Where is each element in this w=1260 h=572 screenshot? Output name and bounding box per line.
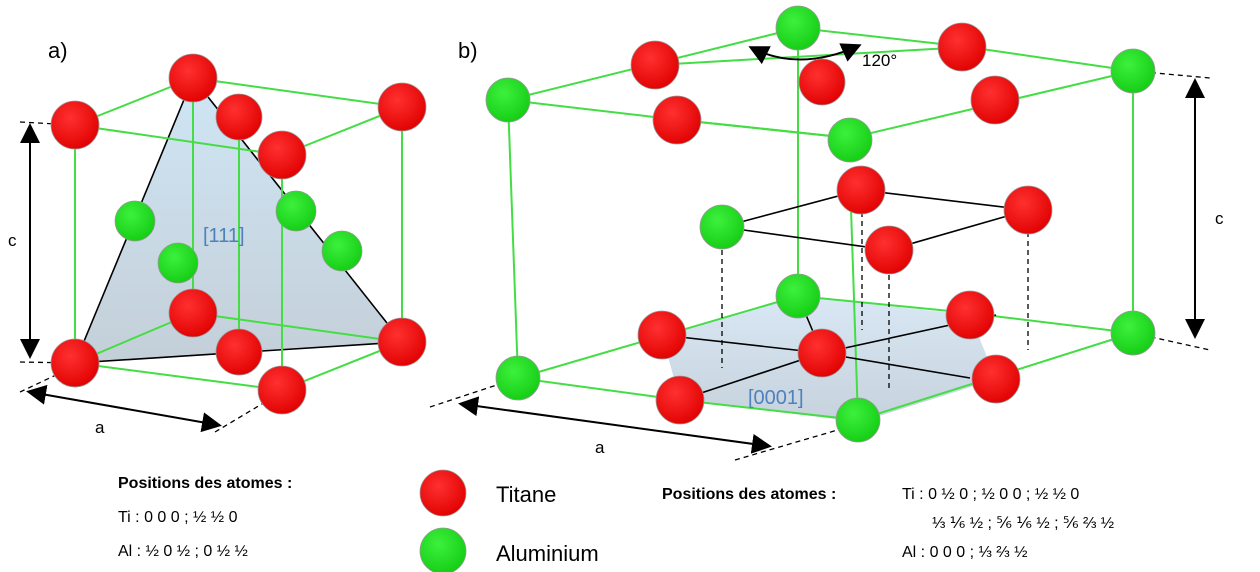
legend-aluminium-swatch [419,527,467,572]
axis-a-label-b: a [595,438,605,457]
direction-111-label: [111] [203,225,245,247]
atoms-b [485,5,1156,443]
inner-cell-dashes-b [429,70,1211,461]
positions-ti-b-line2: ⅓ ⅙ ½ ; ⅚ ⅙ ½ ; ⅚ ⅔ ½ [932,515,1114,532]
legend-titane-swatch [419,469,467,517]
direction-0001-label: [0001] [748,387,804,409]
legend: Titane Aluminium [419,469,599,572]
panel-a: a) c a [111] [8,38,427,437]
cube-edges-a [74,77,403,391]
positions-al-b: Al : 0 0 0 ; ⅓ ⅔ ½ [902,544,1027,561]
positions-title-a: Positions des atomes : [118,475,292,492]
axis-c-label-a: c [8,231,17,250]
atoms-a [50,53,427,415]
legend-titane-label: Titane [496,482,556,507]
rotation-label: 120° [862,51,897,70]
positions-ti-a: Ti : 0 0 0 ; ½ ½ 0 [118,509,238,526]
panel-b: b) [429,5,1224,461]
a-dimension-arrow-a [26,384,222,433]
positions-title-b: Positions des atomes : [662,486,836,503]
positions-al-a: Al : ½ 0 ½ ; 0 ½ ½ [118,543,248,560]
positions-ti-b-line1: Ti : 0 ½ 0 ; ½ 0 0 ; ½ ½ 0 [902,486,1079,503]
rotation-arrow [748,43,862,65]
a-dimension-arrow-b [458,396,772,454]
axis-a-label-a: a [95,418,105,437]
panel-a-label: a) [48,38,68,63]
axis-c-label-b: c [1215,209,1224,228]
panel-b-label: b) [458,38,478,63]
positions-b: Positions des atomes : Ti : 0 ½ 0 ; ½ 0 … [662,486,1114,561]
positions-a: Positions des atomes : Ti : 0 0 0 ; ½ ½ … [118,475,292,560]
legend-aluminium-label: Aluminium [496,541,599,566]
